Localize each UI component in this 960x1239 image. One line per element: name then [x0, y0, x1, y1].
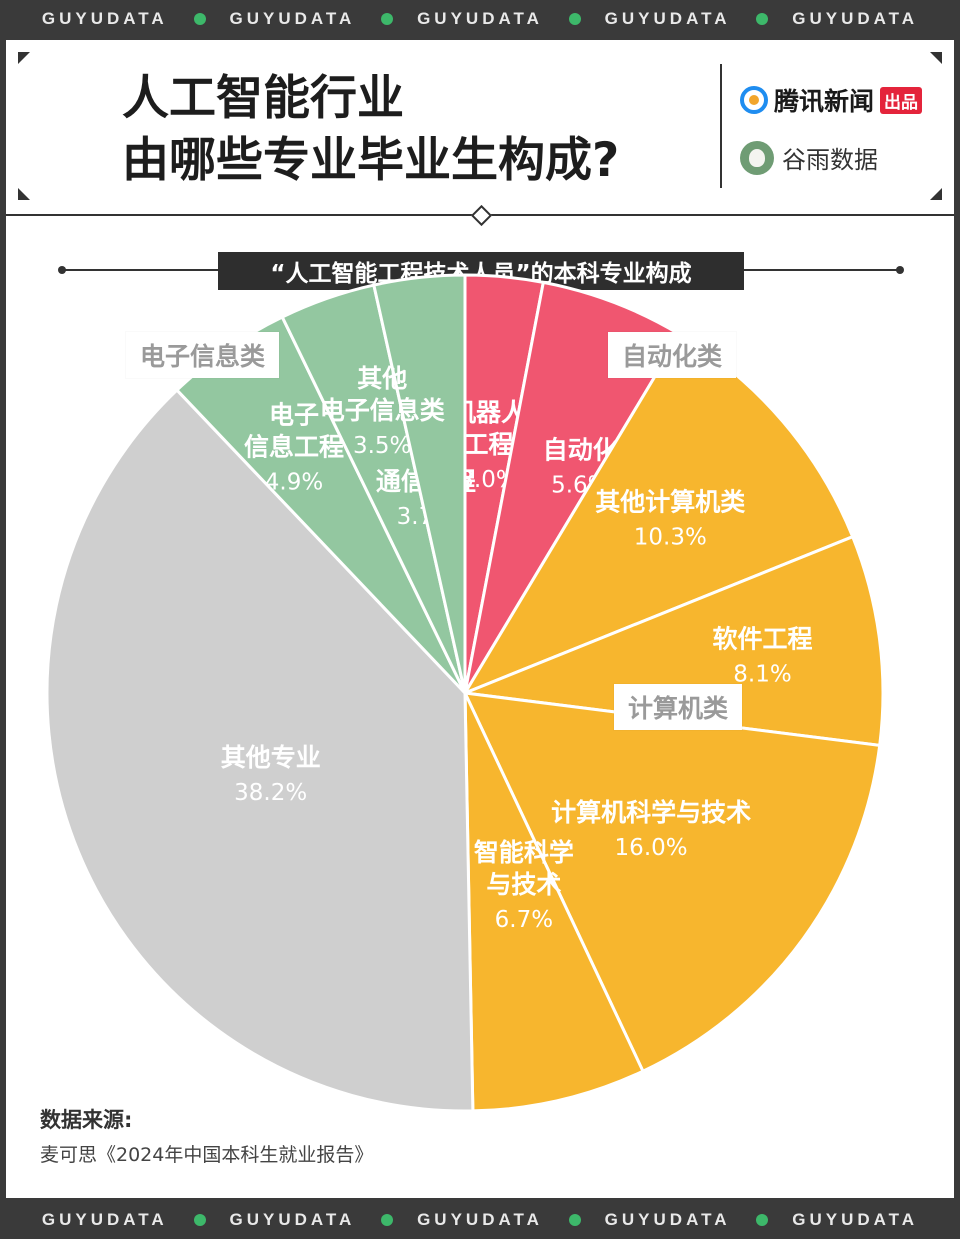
source-title: 数据来源: [40, 1108, 133, 1132]
banner-text: GUYUDATA [41, 1210, 168, 1229]
banner-item: GUYUDATA [792, 1210, 918, 1230]
subtitle-dot-right [896, 266, 904, 274]
tencent-news-logo: 腾讯新闻 出品 [740, 82, 923, 118]
guyu-bird-icon [740, 140, 774, 175]
banner-text: GUYUDATA [229, 9, 356, 28]
title-line-2: 由哪些专业毕业生构成? [122, 133, 620, 188]
guyu-data-text: 谷雨数据 [782, 146, 878, 174]
banner-dot [756, 13, 769, 25]
banner-item: GUYUDATA [605, 1210, 769, 1230]
banner-dot [568, 1214, 581, 1226]
group-label-automation: 自动化类 [608, 332, 737, 378]
banner-text: GUYUDATA [229, 1210, 356, 1229]
page-title: 人工智能行业 由哪些专业毕业生构成? [122, 68, 619, 192]
banner-item: GUYUDATA [792, 9, 918, 29]
banner-item: GUYUDATA [229, 9, 394, 29]
header-divider [720, 64, 722, 188]
tencent-news-tag: 出品 [880, 86, 923, 114]
title-line-1: 人工智能行业 [122, 71, 404, 126]
group-label-electronics: 电子信息类 [126, 332, 280, 378]
banner-item: GUYUDATA [417, 1210, 581, 1230]
subtitle-dot-left [58, 266, 66, 274]
banner-text: GUYUDATA [792, 1210, 919, 1229]
banner-text: GUYUDATA [604, 1210, 731, 1229]
tencent-news-text: 腾讯新闻 [774, 87, 875, 116]
banner-item: GUYUDATA [229, 1210, 394, 1230]
corner-mark [18, 52, 30, 64]
banner-dot [381, 1214, 394, 1226]
corner-mark [930, 188, 942, 200]
source-text: 麦可思《2024年中国本科生就业报告》 [40, 1144, 374, 1166]
guyu-data-logo: 谷雨数据 [740, 140, 878, 175]
bottom-banner: GUYUDATA GUYUDATA GUYUDATA GUYUDATA GUYUDATA [0, 1201, 960, 1239]
banner-item: GUYUDATA [417, 9, 581, 29]
chart-subtitle: “人工智能工程技术人员”的本科专业构成 [218, 252, 744, 290]
corner-mark [18, 188, 30, 200]
banner-dot [193, 13, 206, 25]
subtitle-rule-left [64, 269, 218, 271]
tencent-news-icon [740, 86, 768, 114]
banner-item: GUYUDATA [605, 9, 769, 29]
banner-item: GUYUDATA [42, 1210, 206, 1230]
banner-text: GUYUDATA [417, 1210, 543, 1229]
corner-mark [930, 52, 942, 64]
banner-dot [193, 1214, 206, 1226]
banner-text: GUYUDATA [41, 9, 168, 28]
group-label-computer: 计算机类 [614, 684, 743, 730]
banner-text: GUYUDATA [417, 9, 543, 28]
banner-dot [381, 13, 394, 25]
banner-dot [568, 13, 581, 25]
banner-dot [756, 1214, 769, 1226]
banner-text: GUYUDATA [604, 9, 731, 28]
top-banner: GUYUDATA GUYUDATA GUYUDATA GUYUDATA GUYUDATA [0, 0, 960, 38]
subtitle-rule-right [744, 269, 900, 271]
banner-item: GUYUDATA [42, 9, 206, 29]
banner-text: GUYUDATA [792, 9, 919, 28]
